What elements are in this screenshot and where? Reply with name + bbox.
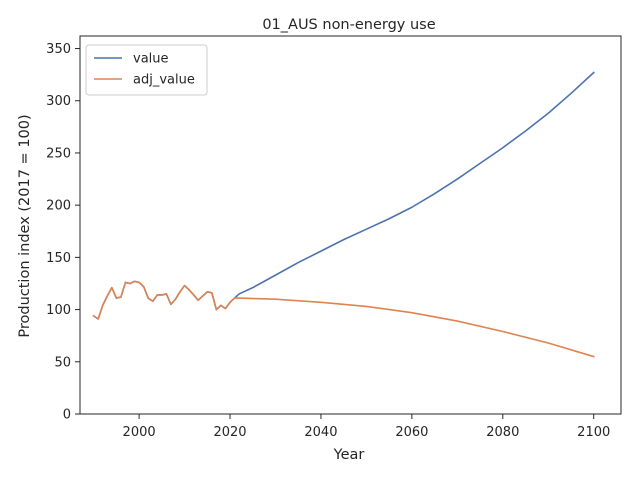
legend-label: adj_value	[133, 73, 195, 88]
y-tick-label: 50	[54, 355, 71, 370]
plot-area: 2000 2020 2040 2060 2080 2100 0 50 100 150 200 250 3…	[46, 35, 622, 440]
y-tick-label: 300	[46, 94, 71, 109]
x-tick-label: 2100	[577, 425, 610, 440]
x-tick-label: 2080	[486, 425, 519, 440]
y-tick-label: 250	[46, 146, 71, 161]
series-line-value	[92, 71, 595, 320]
x-axis-title: Year	[333, 447, 365, 463]
y-tick-label: 0	[63, 408, 71, 423]
y-tick-label: 350	[46, 42, 71, 57]
x-tick-label: 2040	[304, 425, 337, 440]
legend-label: value	[133, 52, 169, 67]
legend: value adj_value	[85, 44, 208, 96]
x-tick-label: 2060	[395, 425, 428, 440]
chart-title: 01_AUS non-energy use	[262, 17, 435, 33]
y-tick-label: 100	[46, 303, 71, 318]
series-line-adj-value	[92, 280, 595, 358]
y-axis-title: Production index (2017 = 100)	[17, 114, 33, 337]
x-tick-label: 2000	[123, 425, 156, 440]
axes-frame	[79, 35, 622, 415]
y-tick-label: 150	[46, 251, 71, 266]
y-tick-label: 200	[46, 199, 71, 214]
x-tick-label: 2020	[213, 425, 246, 440]
